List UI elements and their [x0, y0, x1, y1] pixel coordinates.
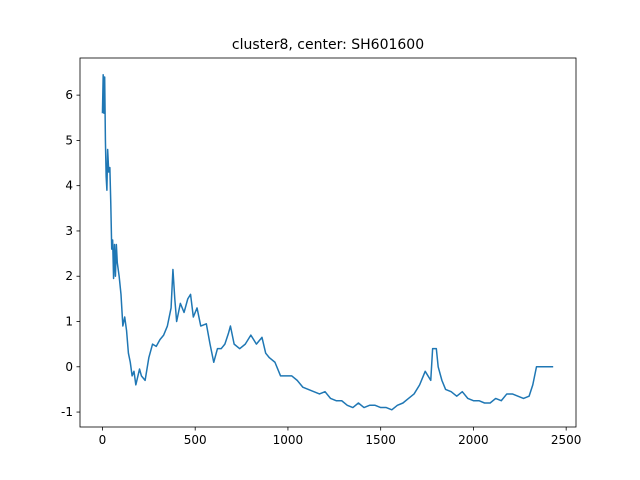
line	[101, 74, 554, 411]
x-tick-label: 500	[184, 433, 207, 447]
x-tick-label: 1000	[273, 433, 304, 447]
x-tick-label: 2000	[458, 433, 489, 447]
y-tick-label: 5	[65, 133, 73, 147]
chart-title: cluster8, center: SH601600	[232, 37, 424, 53]
x-tick-label: 1500	[365, 433, 396, 447]
y-tick-label: 1	[65, 315, 73, 329]
plot-frame	[79, 57, 577, 428]
y-tick-label: 2	[65, 269, 73, 283]
x-tick-label: 2500	[551, 433, 582, 447]
y-tick-label: 4	[65, 179, 73, 193]
x-tick-label: 0	[99, 433, 107, 447]
y-tick-label: 3	[65, 224, 73, 238]
y-tick-label: 6	[65, 88, 73, 102]
y-tick-label: 0	[65, 360, 73, 374]
y-tick-label: -1	[61, 405, 73, 419]
